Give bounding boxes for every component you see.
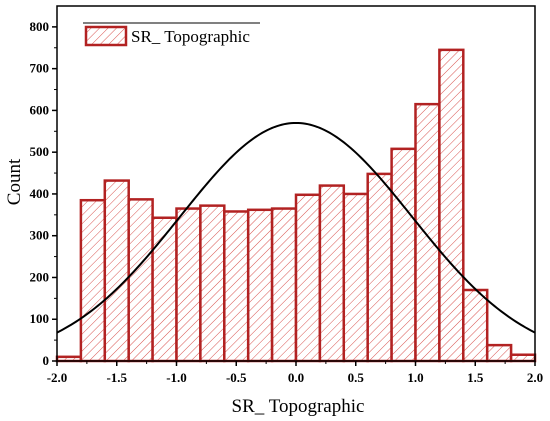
y-tick-label: 300 — [30, 228, 50, 243]
histogram-bar — [79, 198, 107, 363]
x-tick-label: 0.5 — [348, 370, 365, 385]
normal-fit-curve — [56, 121, 536, 334]
legend: SR_ Topographic — [83, 22, 260, 47]
y-axis-title: Count — [4, 158, 25, 205]
histogram-bar — [438, 48, 465, 363]
y-tick-label: 800 — [30, 19, 50, 34]
y-tick-label: 600 — [30, 102, 50, 117]
histogram-bar — [318, 184, 346, 363]
x-tick-label: 1.5 — [467, 370, 484, 385]
histogram-bar — [223, 210, 250, 363]
histogram-bar — [103, 179, 130, 363]
histogram-bar — [390, 147, 417, 363]
histogram-bar — [414, 102, 441, 363]
histogram-bar — [151, 216, 178, 363]
histogram-bar — [509, 353, 537, 363]
x-tick-label: 1.0 — [407, 370, 423, 385]
histogram-bar — [270, 207, 298, 363]
histogram-bar — [294, 193, 322, 363]
y-tick-label: 700 — [30, 61, 50, 76]
x-tick-label: 0.0 — [288, 370, 304, 385]
histogram-bar — [342, 192, 369, 363]
histogram-bar — [127, 198, 154, 363]
histogram-bar — [246, 208, 274, 363]
y-tick-label: 400 — [30, 186, 50, 201]
legend-swatch — [84, 25, 128, 47]
legend-label: SR_ Topographic — [131, 27, 250, 46]
x-tick-label: -1.0 — [166, 370, 187, 385]
y-tick-label: 100 — [30, 311, 50, 326]
y-axis-ticks: 0 100 200 300 400 500 600 700 800 — [30, 19, 57, 368]
histogram-bar — [366, 172, 393, 363]
histogram-bar — [462, 288, 489, 363]
histogram-bar — [199, 204, 226, 363]
x-axis-title: SR_ Topographic — [232, 396, 365, 417]
x-tick-label: -2.0 — [47, 370, 68, 385]
y-tick-label: 500 — [30, 144, 50, 159]
x-tick-label: 2.0 — [527, 370, 543, 385]
x-axis-ticks: -2.0 -1.5 -1.0 -0.5 0.0 0.5 1.0 1.5 2.0 — [47, 361, 543, 385]
histogram-bar — [485, 343, 513, 363]
x-tick-label: -0.5 — [226, 370, 247, 385]
y-tick-label: 0 — [43, 353, 50, 368]
x-tick-label: -1.5 — [106, 370, 127, 385]
histogram-bars — [55, 48, 537, 363]
y-tick-label: 200 — [30, 269, 50, 284]
histogram-bar — [175, 207, 202, 363]
